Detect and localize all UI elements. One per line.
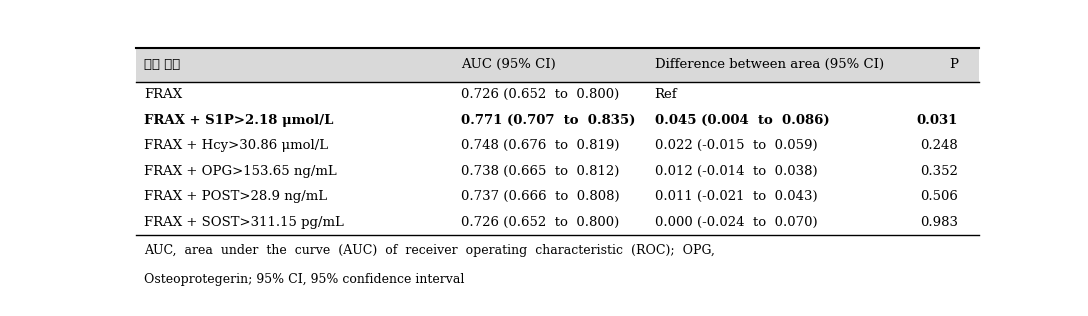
Text: 0.000 (-0.024  to  0.070): 0.000 (-0.024 to 0.070): [655, 216, 817, 229]
Text: Osteoprotegerin; 95% CI, 95% confidence interval: Osteoprotegerin; 95% CI, 95% confidence …: [145, 273, 465, 286]
Text: FRAX: FRAX: [145, 88, 183, 101]
Text: 0.748 (0.676  to  0.819): 0.748 (0.676 to 0.819): [460, 139, 619, 152]
Text: 보정 변수: 보정 변수: [145, 58, 181, 71]
Text: 0.012 (-0.014  to  0.038): 0.012 (-0.014 to 0.038): [655, 165, 817, 178]
Text: 0.771 (0.707  to  0.835): 0.771 (0.707 to 0.835): [460, 113, 635, 126]
Text: P: P: [949, 58, 959, 71]
Text: 0.031: 0.031: [917, 113, 959, 126]
Text: FRAX + SOST>311.15 pg/mL: FRAX + SOST>311.15 pg/mL: [145, 216, 344, 229]
Text: FRAX + S1P>2.18 μmol/L: FRAX + S1P>2.18 μmol/L: [145, 113, 334, 126]
Text: 0.022 (-0.015  to  0.059): 0.022 (-0.015 to 0.059): [655, 139, 817, 152]
Text: 0.011 (-0.021  to  0.043): 0.011 (-0.021 to 0.043): [655, 190, 817, 203]
Text: Ref: Ref: [655, 88, 677, 101]
Text: FRAX + POST>28.9 ng/mL: FRAX + POST>28.9 ng/mL: [145, 190, 327, 203]
Text: AUC (95% CI): AUC (95% CI): [460, 58, 555, 71]
Text: 0.738 (0.665  to  0.812): 0.738 (0.665 to 0.812): [460, 165, 619, 178]
Bar: [136, 48, 979, 82]
Text: Difference between area (95% CI): Difference between area (95% CI): [655, 58, 883, 71]
Text: AUC,  area  under  the  curve  (AUC)  of  receiver  operating  characteristic  (: AUC, area under the curve (AUC) of recei…: [145, 244, 715, 257]
Text: 0.045 (0.004  to  0.086): 0.045 (0.004 to 0.086): [655, 113, 829, 126]
Text: 0.248: 0.248: [920, 139, 959, 152]
Text: 0.352: 0.352: [920, 165, 959, 178]
Text: FRAX + OPG>153.65 ng/mL: FRAX + OPG>153.65 ng/mL: [145, 165, 337, 178]
Text: 0.726 (0.652  to  0.800): 0.726 (0.652 to 0.800): [460, 88, 619, 101]
Text: 0.726 (0.652  to  0.800): 0.726 (0.652 to 0.800): [460, 216, 619, 229]
Text: 0.506: 0.506: [920, 190, 959, 203]
Text: 0.737 (0.666  to  0.808): 0.737 (0.666 to 0.808): [460, 190, 619, 203]
Text: FRAX + Hcy>30.86 μmol/L: FRAX + Hcy>30.86 μmol/L: [145, 139, 329, 152]
Text: 0.983: 0.983: [920, 216, 959, 229]
